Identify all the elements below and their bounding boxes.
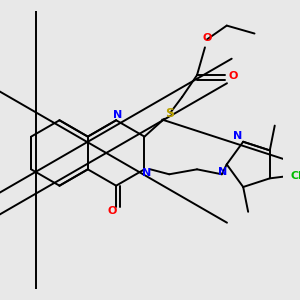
Text: N: N (232, 131, 242, 141)
Text: S: S (165, 107, 174, 120)
Text: O: O (107, 206, 117, 217)
Text: N: N (142, 168, 151, 178)
Text: N: N (113, 110, 123, 120)
Text: O: O (229, 71, 238, 81)
Text: Cl: Cl (291, 171, 300, 182)
Text: N: N (218, 167, 227, 177)
Text: O: O (202, 34, 212, 44)
